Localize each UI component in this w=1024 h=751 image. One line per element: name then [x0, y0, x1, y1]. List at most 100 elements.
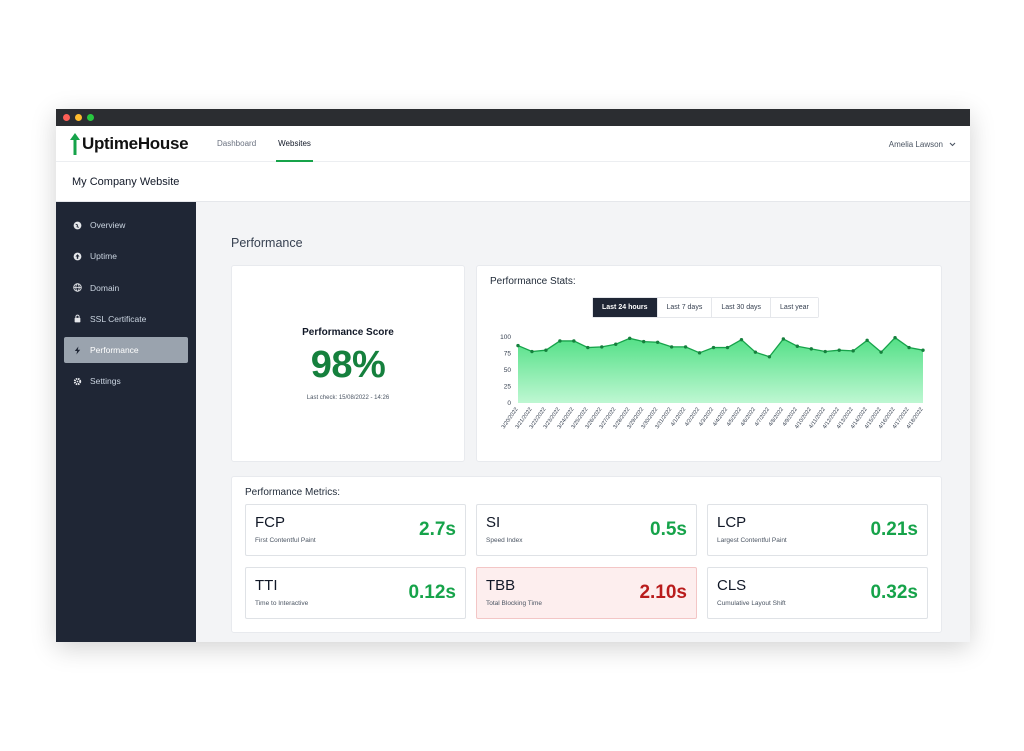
tab-last-24-hours[interactable]: Last 24 hours [593, 298, 658, 317]
y-tick-label: 50 [504, 367, 512, 374]
data-point [628, 336, 632, 341]
sidebar-item-uptime[interactable]: Uptime [64, 243, 188, 269]
data-point [865, 338, 869, 342]
data-point [669, 345, 674, 349]
performance-metrics-card: Performance Metrics: FCP First Contentfu… [231, 476, 942, 633]
y-tick-label: 75 [504, 351, 512, 358]
sidebar-item-ssl-certificate[interactable]: SSL Certificate [64, 306, 188, 332]
metric-abbr: CLS [717, 577, 747, 594]
close-window-button[interactable] [63, 114, 70, 121]
metric-name: First Contentful Paint [255, 537, 316, 544]
score-label: Performance Score [302, 326, 394, 338]
data-point [879, 350, 883, 354]
metric-tti: TTI Time to Interactive 0.12s [245, 567, 466, 619]
bolt-icon [73, 346, 82, 355]
sidebar-item-settings[interactable]: Settings [64, 368, 188, 394]
metric-name: Total Blocking Time [486, 600, 542, 607]
metric-value: 0.5s [650, 519, 687, 540]
data-point [516, 343, 520, 348]
tab-last-7-days[interactable]: Last 7 days [657, 298, 713, 317]
data-point [641, 339, 646, 344]
data-point [907, 345, 911, 350]
time-range-tabs: Last 24 hours Last 7 days Last 30 days L… [592, 297, 819, 318]
logo[interactable]: UptimeHouse [56, 132, 206, 155]
performance-stats-card: Performance Stats: Last 24 hours Last 7 … [476, 265, 942, 462]
data-point [781, 337, 786, 341]
maximize-window-button[interactable] [87, 114, 94, 121]
data-point [530, 349, 534, 354]
metric-lcp: LCP Largest Contentful Paint 0.21s [707, 504, 928, 556]
y-tick-label: 0 [507, 400, 511, 407]
performance-score-card: Performance Score 98% Last check: 15/08/… [231, 265, 465, 462]
sidebar-item-label: Performance [90, 345, 139, 356]
data-point [655, 340, 660, 344]
y-tick-label: 25 [504, 384, 512, 391]
data-point [600, 345, 604, 349]
logo-text: UptimeHouse [82, 133, 189, 153]
metric-fcp: FCP First Contentful Paint 2.7s [245, 504, 466, 556]
data-point [921, 348, 925, 352]
metric-abbr: FCP [255, 514, 285, 531]
y-tick-label: 100 [500, 334, 511, 341]
globe-icon [73, 221, 82, 230]
chevron-down-icon [949, 142, 956, 146]
gear-icon [73, 377, 82, 386]
data-point [753, 350, 758, 354]
sidebar-item-label: Settings [90, 376, 121, 387]
metric-si: SI Speed Index 0.5s [476, 504, 697, 556]
metric-name: Speed Index [486, 537, 523, 544]
sidebar-item-label: Overview [90, 220, 126, 230]
metric-value: 2.10s [639, 582, 687, 603]
sidebar-item-overview[interactable]: Overview [64, 212, 188, 238]
data-point [739, 337, 744, 342]
sidebar-item-label: Domain [90, 282, 120, 293]
sidebar-item-label: Uptime [90, 251, 117, 262]
stats-title: Performance Stats: [490, 276, 576, 287]
chart-series-line [517, 336, 924, 358]
sidebar: Overview Uptime Domain SSL Certificate [56, 202, 196, 642]
metric-name: Time to Interactive [255, 600, 309, 607]
metric-value: 0.21s [870, 519, 918, 540]
data-point [544, 348, 548, 352]
metric-abbr: SI [486, 514, 501, 531]
top-navigation: UptimeHouse Dashboard Websites Amelia La… [56, 126, 970, 162]
metric-name: Cumulative Layout Shift [717, 600, 786, 607]
metric-abbr: TBB [486, 577, 516, 594]
data-point [837, 348, 841, 352]
data-point [851, 349, 855, 353]
nav-dashboard[interactable]: Dashboard [217, 139, 257, 148]
sidebar-item-domain[interactable]: Domain [64, 275, 188, 301]
window-titlebar [56, 109, 970, 126]
metric-tbb: TBB Total Blocking Time 2.10s [476, 567, 697, 619]
metric-value: 2.7s [419, 519, 456, 540]
last-check-text: Last check: 15/08/2022 - 14:26 [306, 394, 390, 401]
globe-grid-icon [73, 283, 82, 292]
nav-websites[interactable]: Websites [267, 126, 322, 162]
chart-area [518, 337, 923, 403]
arrow-up-circle-icon [73, 252, 82, 261]
sidebar-item-performance[interactable]: Performance [64, 337, 188, 364]
data-point [809, 347, 813, 351]
data-point [572, 339, 576, 343]
tab-last-30-days[interactable]: Last 30 days [712, 298, 772, 317]
performance-area-chart: 02550751003/20/20223/21/20223/22/20223/2… [500, 334, 925, 430]
score-value: 98% [310, 343, 386, 386]
tab-last-year[interactable]: Last year [771, 298, 818, 317]
site-title: My Company Website [56, 162, 970, 202]
metric-value: 0.12s [408, 582, 456, 603]
data-point [697, 351, 702, 355]
data-point [795, 344, 800, 348]
lock-icon [73, 314, 82, 323]
user-name: Amelia Lawson [888, 139, 943, 149]
minimize-window-button[interactable] [75, 114, 82, 121]
user-menu[interactable]: Amelia Lawson [889, 126, 956, 162]
page-title: Performance [231, 236, 303, 250]
data-point [683, 345, 688, 349]
data-point [586, 345, 590, 350]
data-point [893, 335, 897, 340]
data-point [558, 339, 562, 343]
metric-value: 0.32s [870, 582, 918, 603]
data-point [725, 345, 730, 350]
metric-name: Largest Contentful Paint [717, 537, 787, 544]
main-content: Performance Performance Score 98% Last c… [196, 202, 970, 642]
